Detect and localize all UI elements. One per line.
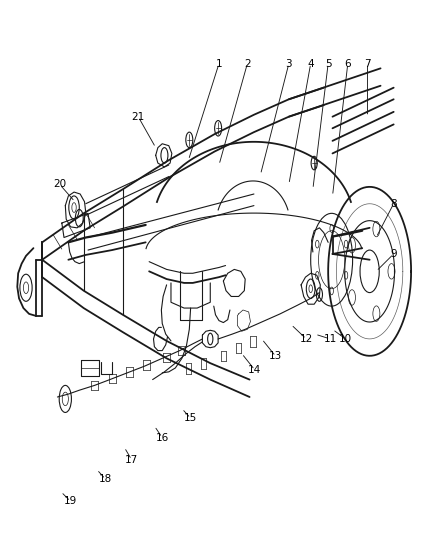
Text: 1: 1 xyxy=(215,59,223,69)
Text: 16: 16 xyxy=(155,433,169,442)
Text: 7: 7 xyxy=(364,59,371,69)
Text: 13: 13 xyxy=(269,351,283,361)
Text: 11: 11 xyxy=(324,334,337,344)
Text: 19: 19 xyxy=(64,496,77,506)
Text: 14: 14 xyxy=(248,365,261,375)
Text: 15: 15 xyxy=(184,413,197,423)
Text: 12: 12 xyxy=(300,334,313,344)
Text: 4: 4 xyxy=(307,59,314,69)
Text: 9: 9 xyxy=(390,249,397,259)
Text: 17: 17 xyxy=(125,455,138,465)
Text: 20: 20 xyxy=(53,179,66,189)
Text: 10: 10 xyxy=(339,334,352,344)
Text: 3: 3 xyxy=(286,59,292,69)
Text: 5: 5 xyxy=(325,59,332,69)
Text: 2: 2 xyxy=(244,59,251,69)
Text: 6: 6 xyxy=(345,59,351,69)
Text: 18: 18 xyxy=(99,474,112,484)
Text: 8: 8 xyxy=(390,199,397,209)
Text: 21: 21 xyxy=(131,112,145,122)
